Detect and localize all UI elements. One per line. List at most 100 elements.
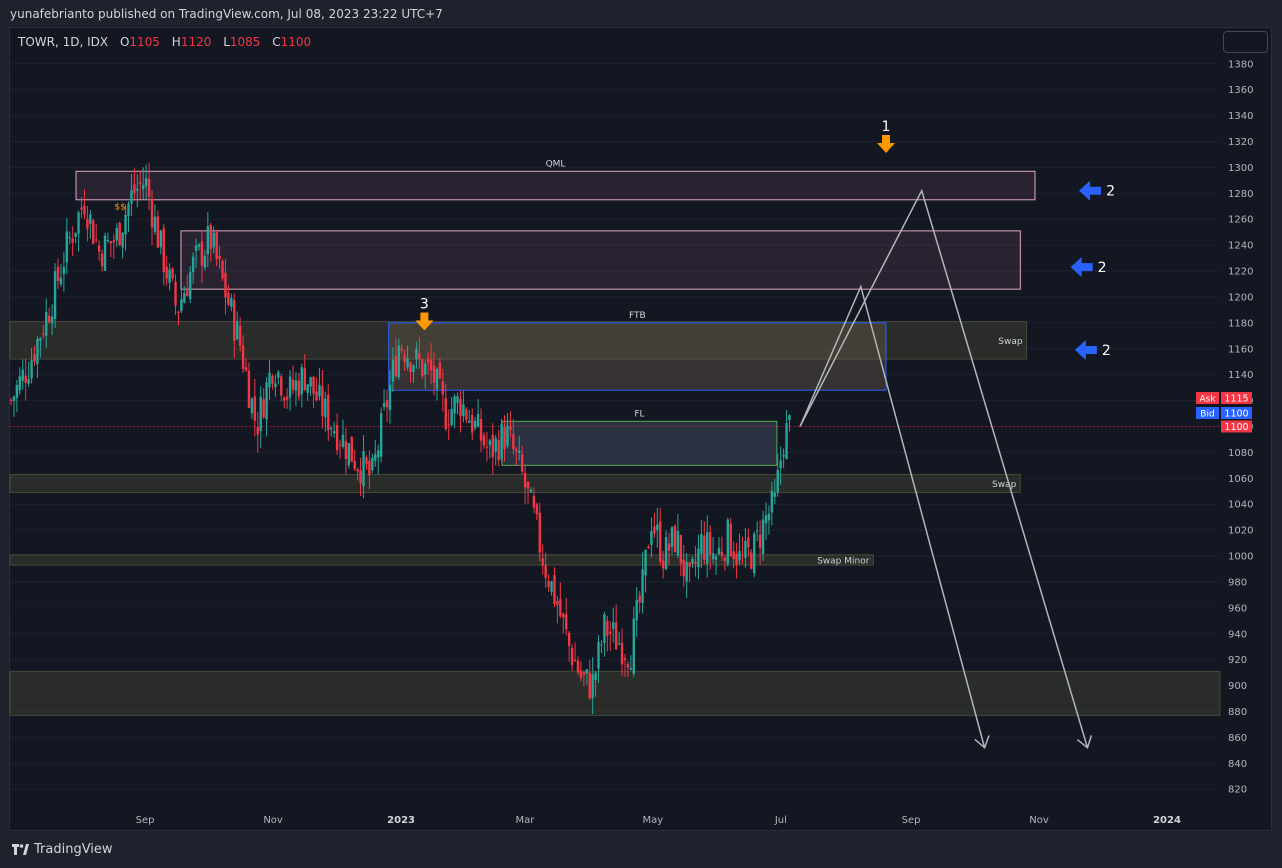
- candle: [468, 410, 471, 423]
- y-axis: 820 840 860 880 900 920 940 960 980 1000 1020 1040 1…: [1228, 59, 1253, 795]
- candle-body: [303, 367, 306, 391]
- blue-left-arrow-icon: 2: [1079, 180, 1115, 201]
- candle-body: [15, 385, 19, 398]
- candle-body: [83, 205, 86, 215]
- candle-body: [147, 178, 151, 197]
- candle: [224, 259, 227, 315]
- y-tick-label: 1380: [1228, 59, 1253, 70]
- candle: [544, 552, 547, 588]
- candle-body: [623, 658, 627, 661]
- candle: [280, 373, 283, 402]
- candle-body: [385, 400, 389, 408]
- candle: [573, 642, 577, 662]
- candle: [36, 336, 39, 378]
- y-tick-label: 940: [1228, 629, 1247, 640]
- candle: [735, 542, 738, 579]
- candle-body: [673, 526, 677, 552]
- candle: [638, 591, 641, 613]
- candle: [644, 549, 647, 593]
- candle: [506, 413, 509, 449]
- candle-body: [635, 600, 638, 621]
- candle-body: [518, 450, 521, 453]
- chart-options-button[interactable]: [1223, 31, 1268, 53]
- candle: [782, 448, 785, 469]
- y-tick-label: 1040: [1228, 500, 1253, 511]
- candle-body: [682, 559, 685, 577]
- candle-body: [186, 290, 189, 297]
- candle: [118, 221, 121, 247]
- candle: [535, 502, 539, 520]
- y-tick-label: 1360: [1228, 85, 1253, 96]
- symbol-name: TOWR, 1D, IDX: [18, 35, 109, 49]
- candle-body: [274, 383, 277, 388]
- candle-body: [473, 421, 477, 428]
- annotation-number: 3: [420, 296, 429, 312]
- candle: [238, 317, 242, 352]
- candle: [368, 450, 371, 490]
- candle-body: [450, 409, 453, 425]
- candle-body: [121, 232, 124, 248]
- candle-body: [89, 214, 92, 224]
- candle-body: [365, 457, 368, 465]
- candle-body: [139, 182, 142, 184]
- x-tick-label: 2024: [1153, 815, 1181, 826]
- candle: [459, 390, 462, 433]
- candle: [100, 249, 104, 272]
- candle: [377, 444, 380, 475]
- candle: [744, 528, 747, 568]
- candle: [673, 524, 677, 554]
- candle-body: [435, 369, 439, 389]
- candle: [667, 532, 671, 566]
- candle-body: [65, 231, 69, 263]
- candle-body: [532, 495, 536, 508]
- ask-tag-bg: [1196, 392, 1219, 404]
- candle: [494, 434, 497, 466]
- zone-supply-upper: [180, 230, 1021, 290]
- orange-arrow-shape: [877, 135, 896, 154]
- candle-body: [708, 531, 712, 555]
- candle: [344, 427, 348, 475]
- candle: [576, 656, 580, 676]
- symbol-legend[interactable]: TOWR, 1D, IDX O1105 H1120 L1085 C1100: [18, 35, 311, 49]
- candle-body: [50, 316, 54, 324]
- candle-body: [150, 198, 154, 228]
- candle-body: [30, 360, 33, 379]
- candle: [626, 660, 630, 677]
- candle: [670, 526, 674, 556]
- candle: [265, 377, 268, 437]
- orange-down-arrow-icon: 3: [415, 296, 434, 331]
- orange-down-arrow-icon: 1: [877, 119, 896, 154]
- y-tick-label: 920: [1228, 655, 1247, 666]
- chart-frame[interactable]: [9, 27, 1272, 831]
- candle: [382, 389, 386, 411]
- candle: [247, 362, 251, 409]
- candle: [159, 229, 163, 255]
- candle: [80, 196, 83, 218]
- candle-body: [562, 613, 565, 618]
- candle-body: [356, 469, 359, 472]
- candle-body: [36, 338, 39, 364]
- candle: [385, 390, 389, 423]
- candle: [391, 347, 395, 393]
- x-tick-label: Nov: [1029, 815, 1049, 826]
- candle: [500, 418, 503, 463]
- candle-body: [332, 431, 336, 434]
- candle: [688, 561, 691, 583]
- candle-body: [409, 362, 412, 373]
- zone-label: Swap: [998, 337, 1023, 347]
- candle-body: [650, 531, 653, 545]
- candle-body: [785, 423, 788, 460]
- candle: [194, 238, 198, 269]
- candle-body: [315, 391, 318, 401]
- candle: [582, 670, 586, 687]
- candle-body: [685, 561, 688, 582]
- candle: [559, 582, 562, 618]
- candle: [324, 391, 327, 432]
- candle: [620, 628, 624, 676]
- candle: [230, 293, 233, 312]
- candle: [165, 255, 168, 286]
- candle: [397, 338, 400, 380]
- candle: [462, 390, 465, 423]
- candle-body: [97, 245, 101, 252]
